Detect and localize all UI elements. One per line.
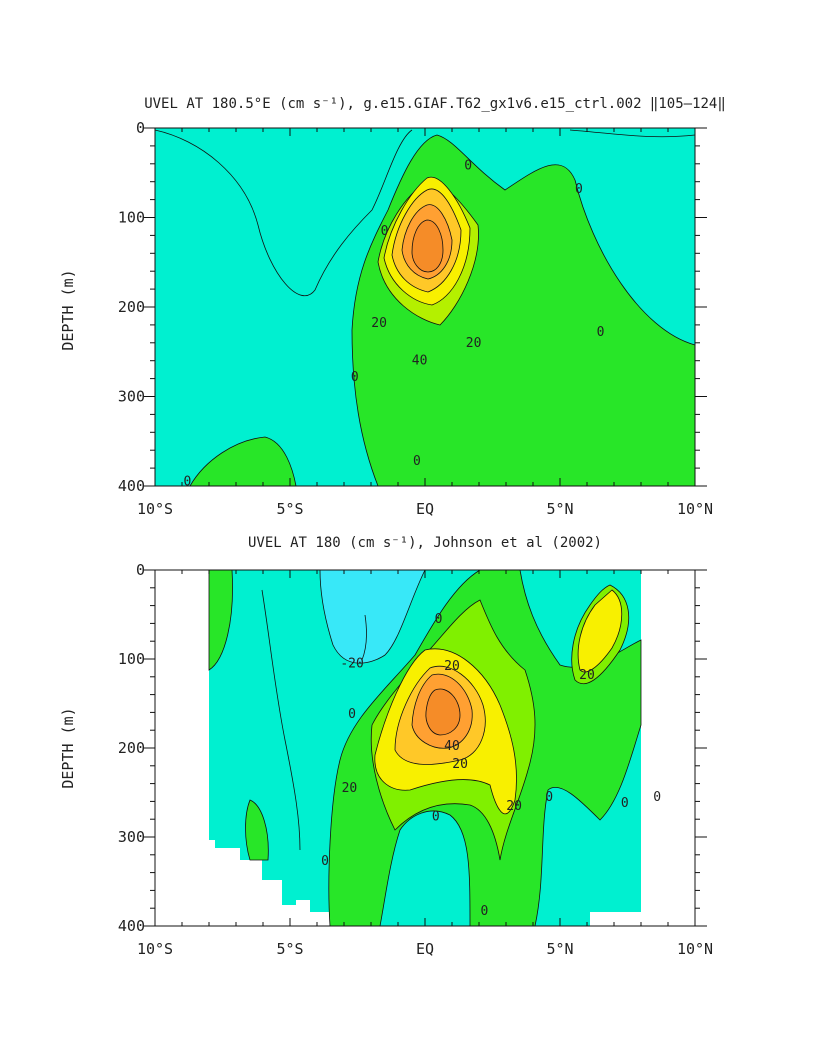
- contour-label: -20: [340, 656, 363, 671]
- x-tick-label: EQ: [416, 500, 434, 518]
- contour-fill-left: [208, 569, 233, 671]
- y-tick-label: 200: [118, 739, 145, 757]
- contour-label: 20: [506, 799, 522, 814]
- y-tick-label: 100: [118, 650, 145, 668]
- panel-bottom-contour-labels: -20 0 20 0 40 20 20 20 20 0 0 0 0 0 0: [321, 612, 661, 919]
- x-tick-label: 10°N: [677, 500, 713, 518]
- contour-label: 0: [480, 904, 488, 919]
- x-tick-label: 5°S: [276, 940, 303, 958]
- contour-line-0: [154, 129, 413, 297]
- contour-label: 0: [653, 790, 661, 805]
- contour-label: 0: [545, 790, 553, 805]
- contour-label: 40: [444, 739, 460, 754]
- x-tick-label: 10°S: [137, 500, 173, 518]
- y-tick-label: 300: [118, 388, 145, 406]
- contour-label: 20: [444, 659, 460, 674]
- y-tick-label: 400: [118, 917, 145, 935]
- contour-label: 0: [435, 612, 443, 627]
- contour-fill-50: [425, 688, 461, 736]
- contour-fill-neg20: [319, 569, 426, 664]
- contour-label: 0: [381, 224, 389, 239]
- contour-label: 20: [452, 757, 468, 772]
- contour-line-neg2: [361, 614, 367, 661]
- contour-label: 20: [342, 781, 358, 796]
- contour-line-top: [569, 129, 696, 138]
- x-tick-label: 5°N: [546, 500, 573, 518]
- y-tick-label: 100: [118, 209, 145, 227]
- contour-label: 0: [621, 796, 629, 811]
- panel-bottom-title: UVEL AT 180 (cm s⁻¹), Johnson et al (200…: [248, 535, 602, 551]
- contour-label: 0: [348, 707, 356, 722]
- contour-label: 0: [183, 475, 191, 490]
- y-tick-label: 0: [136, 561, 145, 579]
- contour-label: 0: [597, 325, 605, 340]
- x-tick-label: 10°N: [677, 940, 713, 958]
- x-tick-label: 10°S: [137, 940, 173, 958]
- y-tick-label: 400: [118, 477, 145, 495]
- contour-label: 0: [351, 370, 359, 385]
- contour-label: 20: [466, 336, 482, 351]
- contour-label: 40: [412, 354, 428, 369]
- panel-top: UVEL AT 180.5°E (cm s⁻¹), g.e15.GIAF.T62…: [59, 96, 726, 518]
- contour-label: 0: [413, 454, 421, 469]
- contour-label: 0: [432, 810, 440, 825]
- contour-fill-20-r: [577, 589, 623, 673]
- x-tick-label: EQ: [416, 940, 434, 958]
- contour-fill-bl: [189, 436, 297, 487]
- panel-bottom: UVEL AT 180 (cm s⁻¹), Johnson et al (200…: [59, 535, 713, 958]
- contour-label: 0: [575, 182, 583, 197]
- contour-label: 20: [371, 316, 387, 331]
- panel-top-contour-labels: 0 0 0 20 40 20 0 0 0 0: [183, 159, 605, 490]
- panel-bottom-ylabel: DEPTH (m): [59, 707, 77, 788]
- panel-top-title: UVEL AT 180.5°E (cm s⁻¹), g.e15.GIAF.T62…: [144, 96, 726, 112]
- panel-top-ylabel: DEPTH (m): [59, 269, 77, 350]
- contour-fill-50: [411, 219, 444, 273]
- y-tick-label: 0: [136, 119, 145, 137]
- panel-top-plot: [154, 128, 696, 487]
- x-tick-label: 5°N: [546, 940, 573, 958]
- y-tick-label: 300: [118, 828, 145, 846]
- x-tick-label: 5°S: [276, 500, 303, 518]
- panel-bottom-plot: [208, 569, 642, 927]
- contour-fill-bl: [245, 799, 269, 861]
- y-tick-label: 200: [118, 298, 145, 316]
- contour-label: 0: [321, 854, 329, 869]
- contour-label: 20: [579, 668, 595, 683]
- contour-label: 0: [464, 159, 472, 174]
- contour-line-neg: [261, 589, 301, 851]
